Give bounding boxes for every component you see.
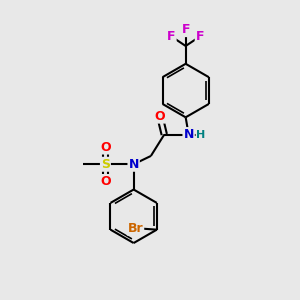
Text: H: H [196, 130, 206, 140]
Text: Br: Br [128, 222, 143, 235]
Text: F: F [167, 30, 176, 43]
Text: N: N [184, 128, 194, 141]
Text: F: F [196, 30, 204, 43]
Text: O: O [154, 110, 165, 123]
Text: O: O [100, 175, 111, 188]
Text: N: N [128, 158, 139, 171]
Text: S: S [101, 158, 110, 171]
Text: O: O [100, 140, 111, 154]
Text: F: F [182, 23, 190, 36]
